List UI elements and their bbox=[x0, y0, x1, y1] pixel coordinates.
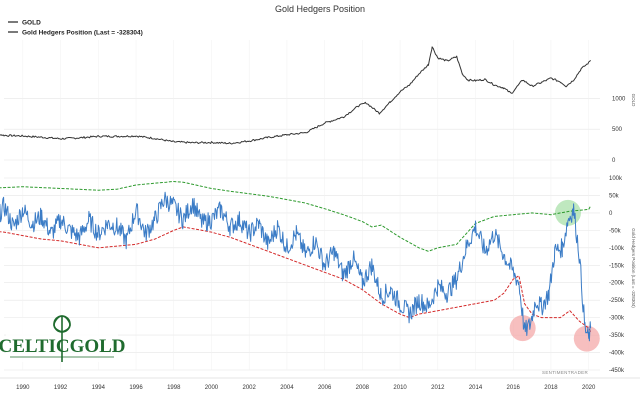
x-tick-label: 1992 bbox=[54, 385, 68, 391]
x-tick-label: 1998 bbox=[167, 385, 181, 391]
x-axis-ticks: 1990 1992 1994 1996 1998 2000 2002 2004 2006 2008… bbox=[16, 385, 596, 391]
x-tick-label: 2014 bbox=[469, 385, 483, 391]
x-tick-label: 2000 bbox=[205, 385, 219, 391]
x-tick-label: 2006 bbox=[318, 385, 332, 391]
celtic-knot-icon bbox=[53, 315, 71, 362]
hedgers-axis-tick-label: -350k bbox=[609, 333, 625, 339]
hedgers-axis-tick-label: -200k bbox=[609, 281, 625, 287]
x-tick-label: 2004 bbox=[280, 385, 294, 391]
hedgers-axis-tick-label: -450k bbox=[609, 368, 625, 374]
gold-axis-name: GOLD bbox=[631, 94, 636, 108]
grid bbox=[0, 40, 640, 379]
x-tick-label: 2016 bbox=[507, 385, 521, 391]
hedgers-axis-tick-label: -100k bbox=[609, 246, 625, 252]
series-lines bbox=[0, 46, 592, 342]
hedgers-axis-name: Gold Hedgers Position (Last = -328304) bbox=[631, 228, 636, 308]
highlight-circle bbox=[573, 325, 600, 352]
gold-price-line bbox=[0, 46, 591, 145]
upper-band-line bbox=[0, 181, 592, 252]
hedgers-axis-tick-label: 0 bbox=[609, 211, 613, 217]
x-tick-label: 2020 bbox=[582, 385, 596, 391]
x-tick-label: 1996 bbox=[129, 385, 143, 391]
x-tick-label: 2010 bbox=[393, 385, 407, 391]
celticgold-logo: CELTICGOLD bbox=[0, 315, 126, 362]
hedgers-axis-tick-label: -150k bbox=[609, 263, 625, 269]
x-tick-label: 2012 bbox=[431, 385, 445, 391]
x-tick-label: 1994 bbox=[92, 385, 106, 391]
hedgers-axis-tick-label: 50k bbox=[609, 193, 620, 199]
gold-axis-tick-label: 1000 bbox=[612, 96, 626, 102]
x-tick-label: 2002 bbox=[243, 385, 257, 391]
chart-title: Gold Hedgers Position bbox=[275, 4, 365, 14]
logo-text: CELTICGOLD bbox=[0, 336, 126, 357]
hedgers-position-line bbox=[0, 191, 592, 342]
gold-axis-tick-label: 0 bbox=[612, 158, 616, 164]
legend: GOLD Gold Hedgers Position (Last = -3283… bbox=[8, 20, 143, 37]
credit-text: SENTIMENTRADER bbox=[542, 370, 588, 375]
hedgers-axis-tick-label: -250k bbox=[609, 298, 625, 304]
legend-hedgers-label: Gold Hedgers Position (Last = -328304) bbox=[22, 30, 143, 37]
hedgers-axis-tick-label: -300k bbox=[609, 316, 625, 322]
highlight-circle bbox=[554, 199, 581, 226]
gold-axis-tick-label: 500 bbox=[612, 127, 623, 133]
x-tick-label: 2008 bbox=[356, 385, 370, 391]
x-tick-label: 2018 bbox=[544, 385, 558, 391]
legend-gold-label: GOLD bbox=[22, 20, 41, 27]
lower-band-line bbox=[0, 226, 592, 332]
hedgers-axis-ticks: 100k 50k 0 -50k -100k -150k -200k -250k -300k -35… bbox=[609, 176, 625, 374]
hedgers-axis-tick-label: 100k bbox=[609, 176, 623, 182]
gold-axis-ticks: 0 500 1000 bbox=[612, 96, 626, 164]
hedgers-axis-tick-label: -50k bbox=[609, 228, 622, 234]
hedgers-axis-tick-label: -400k bbox=[609, 351, 625, 357]
x-tick-label: 1990 bbox=[16, 385, 30, 391]
